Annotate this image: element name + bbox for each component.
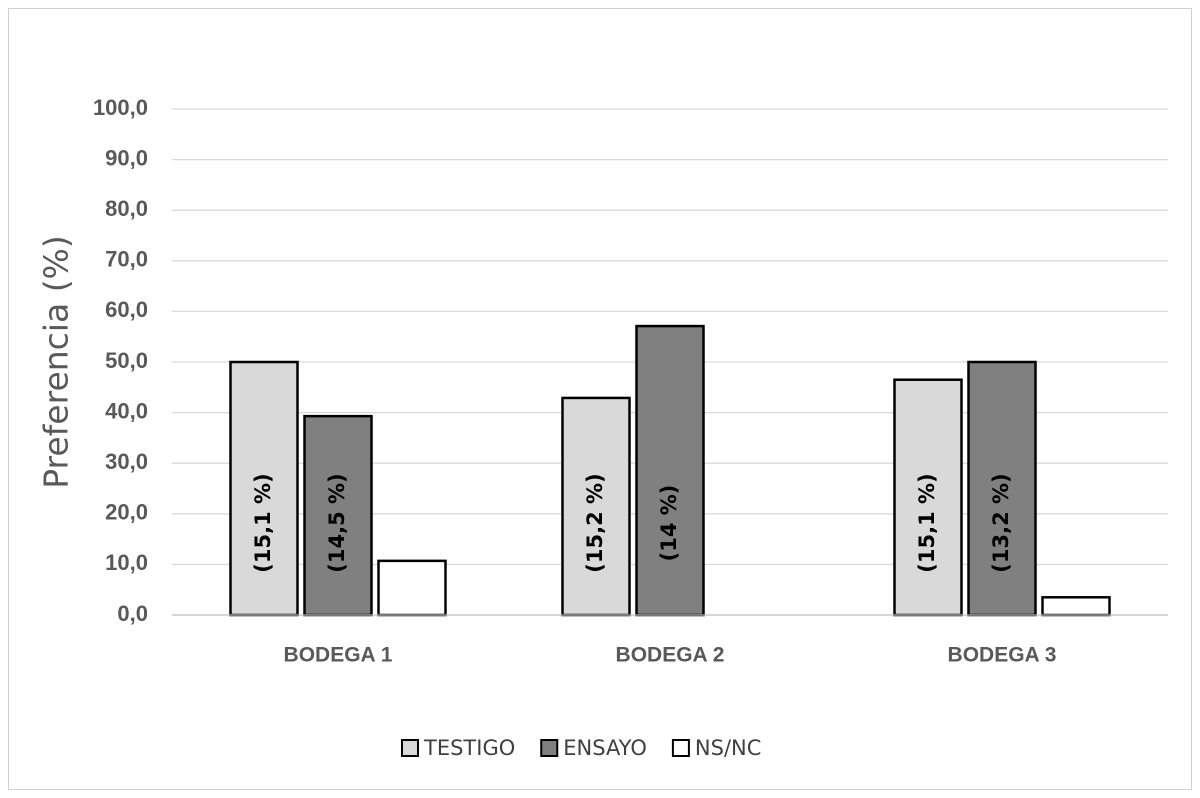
y-tick-label: 0,0 xyxy=(117,601,148,626)
axes: 0,0 10,0 20,0 30,0 40,0 50,0 60,0 70,0 80,0 90,0 1… xyxy=(93,95,1168,667)
bar-ensayo xyxy=(967,360,1037,617)
y-tick-label: 70,0 xyxy=(105,247,148,272)
bar-ns-nc xyxy=(1041,596,1111,617)
legend-swatch xyxy=(401,739,419,757)
y-tick-label: 80,0 xyxy=(105,196,148,221)
bar-data-label: (14,5 %) xyxy=(325,473,349,572)
bar-data-label: (14 %) xyxy=(657,485,681,562)
bar-testigo xyxy=(561,396,631,617)
bar-ensayo xyxy=(635,324,705,617)
y-tick-label: 60,0 xyxy=(105,297,148,322)
bar-data-label: (13,2 %) xyxy=(989,473,1013,572)
bar-ns-nc xyxy=(377,559,447,617)
legend-swatch xyxy=(671,739,690,757)
x-category-label: BODEGA 3 xyxy=(948,644,1057,667)
bar-testigo xyxy=(229,360,299,617)
bar-data-label: (15,1 %) xyxy=(915,473,939,572)
y-tick-label: 20,0 xyxy=(105,500,148,525)
bar-testigo xyxy=(893,378,963,617)
y-tick-label: 10,0 xyxy=(105,550,148,575)
x-category-label: BODEGA 2 xyxy=(616,644,725,667)
legend-label: TESTIGO xyxy=(423,736,515,760)
y-axis-label: Preferencia (%) xyxy=(37,235,76,489)
y-tick-label: 90,0 xyxy=(105,145,148,170)
y-tick-label: 40,0 xyxy=(105,398,148,423)
x-category-label: BODEGA 1 xyxy=(284,644,393,667)
y-tick-label: 50,0 xyxy=(105,348,148,373)
bar-data-label: (15,2 %) xyxy=(583,473,607,572)
legend-label: ENSAYO xyxy=(563,736,647,760)
bars: (15,1 %) (14,5 %) (15,2 %) (14 %) (15,1 %) (1… xyxy=(229,324,1111,617)
legend: TESTIGO ENSAYO NS/NC xyxy=(401,736,762,760)
legend-label: NS/NC xyxy=(695,736,762,760)
legend-swatch xyxy=(540,739,559,757)
y-tick-label: 30,0 xyxy=(105,449,148,474)
bar-data-label: (15,1 %) xyxy=(251,473,275,572)
y-tick-label: 100,0 xyxy=(93,95,148,120)
